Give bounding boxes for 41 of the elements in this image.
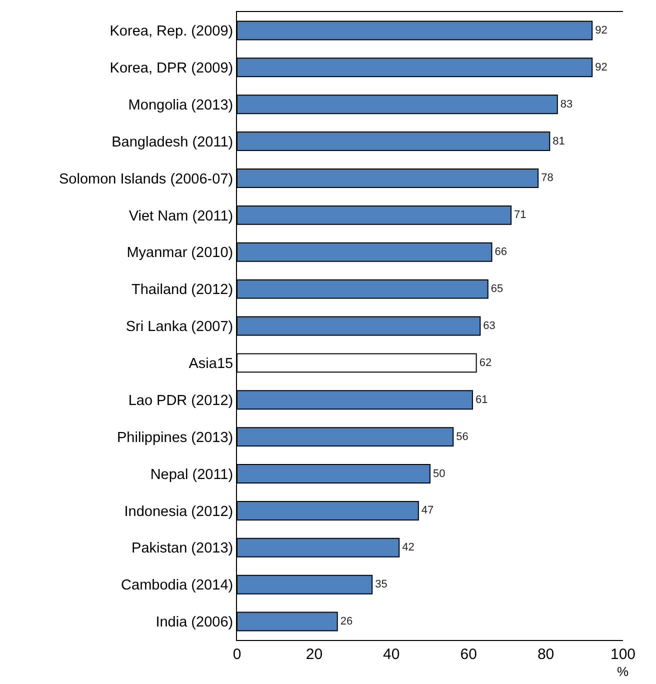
y-tick-label: Mongolia (2013) [128,97,234,114]
y-tick-label: Thailand (2012) [132,282,234,298]
data-label: 66 [494,246,508,258]
y-tick-label: Indonesia (2012) [124,504,234,520]
data-label: 65 [490,283,504,296]
x-tick-label: 0 [232,646,242,663]
x-axis-title: % [617,664,629,679]
y-tick-label: Viet Nam (2011) [128,208,234,224]
y-tick-label: Lao PDR (2012) [128,392,234,409]
data-label: 42 [402,542,414,554]
data-label: 83 [560,98,573,110]
y-tick-label: Bangladesh (2011) [112,134,234,150]
data-label: 71 [514,209,526,222]
y-tick-label: Pakistan (2013) [132,540,234,557]
y-tick-label: Myanmar (2010) [126,245,234,262]
y-tick-label: Philippines (2013) [117,430,234,446]
x-tick-label: 60 [460,646,477,663]
data-label: 26 [340,616,353,628]
x-tick-label: 100 [610,646,636,663]
data-label: 81 [552,135,565,148]
y-tick-label: Solomon Islands (2006-07) [58,171,234,188]
y-tick-label: India (2006) [156,614,234,631]
data-label: 50 [433,468,446,480]
data-label: 56 [456,430,468,443]
x-tick-label: 80 [537,646,554,663]
y-tick-label: Sri Lanka (2007) [126,319,234,336]
data-label: 92 [595,61,608,74]
data-label: 78 [541,172,554,184]
data-label: 62 [479,356,492,369]
y-tick-label: Asia15 [188,356,234,372]
x-tick-label: 20 [306,646,323,663]
y-tick-label: Korea, DPR (2009) [110,60,234,76]
data-label: 35 [375,578,388,591]
y-tick-label: Korea, Rep. (2009) [110,24,234,40]
data-label: 92 [595,24,608,36]
x-tick-label: 40 [383,646,400,663]
data-label: 61 [475,394,488,406]
y-tick-label: Nepal (2011) [150,466,234,483]
y-tick-label: Cambodia (2014) [121,578,234,594]
data-label: 63 [483,320,496,332]
data-label: 47 [421,504,434,517]
